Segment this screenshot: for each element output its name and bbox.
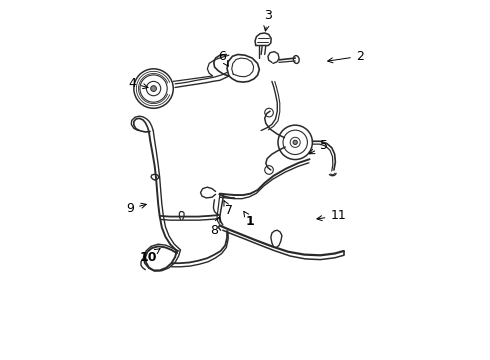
- Text: 8: 8: [211, 217, 220, 237]
- Text: 5: 5: [309, 139, 328, 154]
- Circle shape: [293, 140, 297, 144]
- Text: 4: 4: [128, 77, 148, 90]
- Text: 9: 9: [126, 202, 146, 215]
- Text: 7: 7: [224, 201, 233, 217]
- Text: 10: 10: [140, 249, 160, 264]
- Text: 6: 6: [218, 50, 228, 66]
- Text: 1: 1: [244, 211, 255, 228]
- Circle shape: [151, 86, 156, 91]
- Text: 11: 11: [317, 210, 346, 222]
- Text: 3: 3: [264, 9, 272, 31]
- Text: 2: 2: [328, 50, 364, 63]
